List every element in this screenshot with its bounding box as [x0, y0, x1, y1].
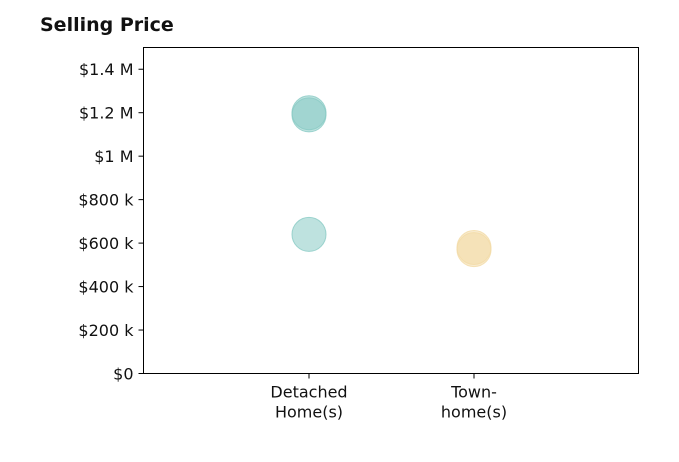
data-point — [291, 216, 327, 252]
y-tick-label: $0 — [113, 365, 133, 384]
plot-frame — [143, 47, 639, 374]
data-points — [291, 95, 492, 268]
y-tick-label: $1.2 M — [79, 104, 134, 123]
y-axis: $0 $200 k $400 k $600 k $800 k $1 M $1.2 M $1.4… — [78, 60, 144, 384]
y-tick-label: $200 k — [78, 321, 134, 340]
x-tick-label: Detached — [270, 383, 347, 402]
y-tick-label: $400 k — [78, 278, 134, 297]
y-tick-label: $800 k — [78, 191, 134, 210]
x-tick-label: Town- — [450, 383, 497, 402]
x-tick-label: Home(s) — [275, 403, 343, 422]
y-tick-label: $1 M — [94, 147, 133, 166]
data-point — [291, 95, 327, 131]
data-point — [456, 229, 492, 265]
y-tick-label: $1.4 M — [79, 60, 134, 79]
x-tick-label: home(s) — [441, 403, 507, 422]
chart-title: Selling Price — [40, 14, 174, 36]
y-tick-label: $600 k — [78, 234, 134, 253]
